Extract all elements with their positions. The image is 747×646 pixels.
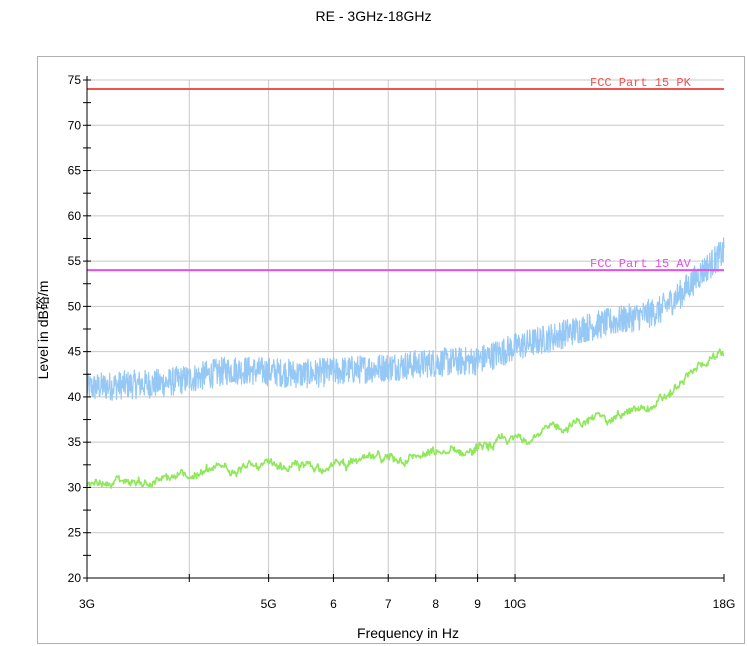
- y-tick-label: 60: [68, 209, 82, 223]
- chart-frame: [37, 56, 745, 644]
- x-tick-label: 3G: [79, 597, 95, 611]
- y-tick-label: 50: [68, 299, 82, 313]
- x-tick-label: 10G: [504, 597, 527, 611]
- x-tick-label: 5G: [261, 597, 277, 611]
- y-tick-label: 75: [68, 73, 82, 87]
- y-axis-title: Level in dB硲/m: [35, 281, 51, 380]
- y-tick-label: 65: [68, 164, 82, 178]
- y-tick-label: 35: [68, 435, 82, 449]
- y-tick-label: 70: [68, 118, 82, 132]
- x-axis-title: Frequency in Hz: [357, 625, 459, 641]
- y-tick-label: 25: [68, 526, 82, 540]
- x-tick-label: 18G: [713, 597, 736, 611]
- y-tick-label: 45: [68, 345, 82, 359]
- y-tick-label: 55: [68, 254, 82, 268]
- x-tick-label: 8: [432, 597, 439, 611]
- x-tick-label: 9: [474, 597, 481, 611]
- x-tick-label: 7: [385, 597, 392, 611]
- series-line-2: [86, 348, 725, 489]
- y-tick-label: 30: [68, 480, 82, 494]
- y-tick-label: 40: [68, 390, 82, 404]
- y-tick-label: 20: [68, 571, 82, 585]
- x-tick-label: 6: [330, 597, 337, 611]
- limit-line-label: FCC Part 15 PK: [590, 76, 692, 90]
- series-line-1: [86, 237, 725, 401]
- limit-line-label: FCC Part 15 AV: [590, 257, 692, 271]
- chart-title: RE - 3GHz-18GHz: [315, 8, 432, 24]
